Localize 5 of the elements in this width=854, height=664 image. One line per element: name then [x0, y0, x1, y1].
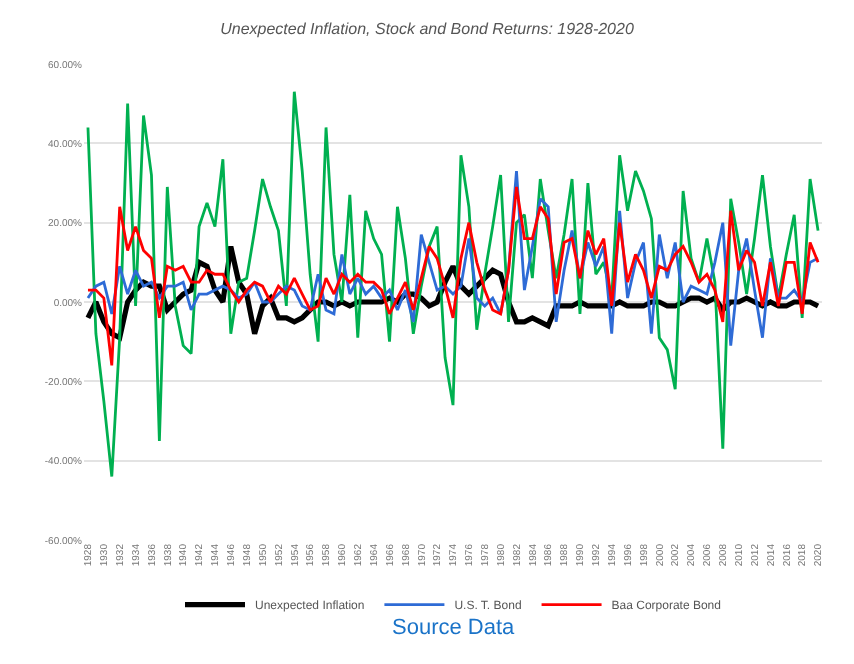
- line-series: [86, 169, 820, 348]
- chart-title: Unexpected Inflation, Stock and Bond Returns: 1928-2020: [220, 20, 635, 39]
- source-note: Source Data: [392, 616, 517, 640]
- line-series: [86, 90, 820, 478]
- line-series: [86, 185, 820, 367]
